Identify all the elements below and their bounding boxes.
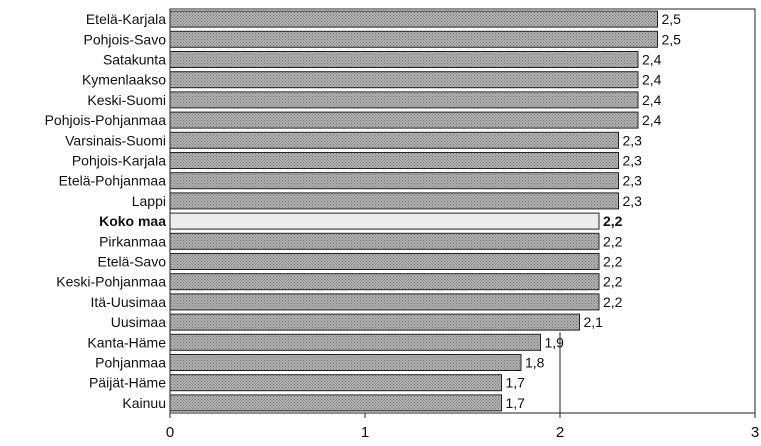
bar	[169, 192, 619, 210]
category-label: Keski-Suomi	[87, 92, 166, 108]
category-label: Etelä-Karjala	[86, 11, 166, 27]
category-label: Keski-Pohjanmaa	[56, 274, 166, 290]
value-label: 2,5	[662, 11, 682, 27]
category-label: Pohjanmaa	[95, 355, 166, 371]
bar	[169, 51, 639, 68]
value-label: 2,2	[603, 294, 623, 310]
category-label: Uusimaa	[111, 314, 166, 330]
value-label: 2,2	[603, 274, 623, 290]
value-label: 2,3	[623, 173, 643, 189]
value-label: 2,3	[623, 132, 643, 148]
category-label: Pohjois-Karjala	[72, 153, 166, 169]
bar	[169, 273, 600, 291]
category-label: Kanta-Häme	[87, 334, 166, 350]
bars-layer: Etelä-Karjala 2,5 Pohjois-Savo 2,5 Satakunta…	[45, 10, 682, 412]
bar	[169, 71, 639, 89]
value-label: 1,7	[506, 395, 526, 411]
category-label: Koko maa	[99, 213, 166, 229]
value-label: 2,2	[603, 254, 623, 270]
category-label: Satakunta	[103, 52, 166, 68]
x-tick-label: 2	[556, 424, 564, 441]
value-label: 2,2	[603, 233, 623, 249]
category-label: Lappi	[132, 193, 166, 209]
bar	[169, 212, 600, 230]
bar	[169, 354, 522, 371]
bar	[169, 333, 541, 351]
category-label: Etelä-Pohjanmaa	[59, 173, 167, 189]
value-label: 2,1	[584, 314, 604, 330]
bar	[169, 253, 600, 270]
value-label: 1,7	[506, 375, 526, 391]
category-label: Pohjois-Pohjanmaa	[45, 112, 167, 128]
bar	[169, 313, 580, 331]
value-label: 2,3	[623, 153, 643, 169]
category-label: Päijät-Häme	[89, 375, 166, 391]
bar	[169, 152, 619, 169]
value-label: 2,4	[642, 92, 662, 108]
bar	[169, 30, 658, 48]
category-label: Etelä-Savo	[98, 254, 167, 270]
x-tick-label: 3	[751, 424, 759, 441]
category-label: Itä-Uusimaa	[91, 294, 167, 310]
bar	[169, 111, 639, 129]
bar	[169, 232, 600, 250]
category-label: Kymenlaakso	[82, 72, 166, 88]
value-label: 2,4	[642, 112, 662, 128]
value-label: 1,8	[525, 355, 545, 371]
value-label: 2,5	[662, 31, 682, 47]
category-label: Pohjois-Savo	[84, 31, 167, 47]
category-label: Pirkanmaa	[99, 233, 166, 249]
bar	[169, 91, 639, 109]
bar	[169, 374, 502, 392]
x-tick-label: 1	[361, 424, 369, 441]
bar	[169, 172, 619, 190]
bar	[169, 131, 619, 149]
plot-frame	[169, 8, 756, 414]
bar	[169, 394, 502, 412]
value-label: 2,4	[642, 72, 662, 88]
value-label: 2,3	[623, 193, 643, 209]
value-label: 2,4	[642, 52, 662, 68]
value-label: 2,2	[603, 213, 623, 229]
x-axis-ticks: 0 1 2 3	[166, 332, 759, 441]
x-tick-label: 0	[166, 424, 174, 441]
value-label: 1,9	[545, 334, 565, 350]
bar	[169, 293, 600, 311]
category-label: Kainuu	[122, 395, 166, 411]
bar	[169, 10, 658, 28]
category-label: Varsinais-Suomi	[65, 132, 166, 148]
